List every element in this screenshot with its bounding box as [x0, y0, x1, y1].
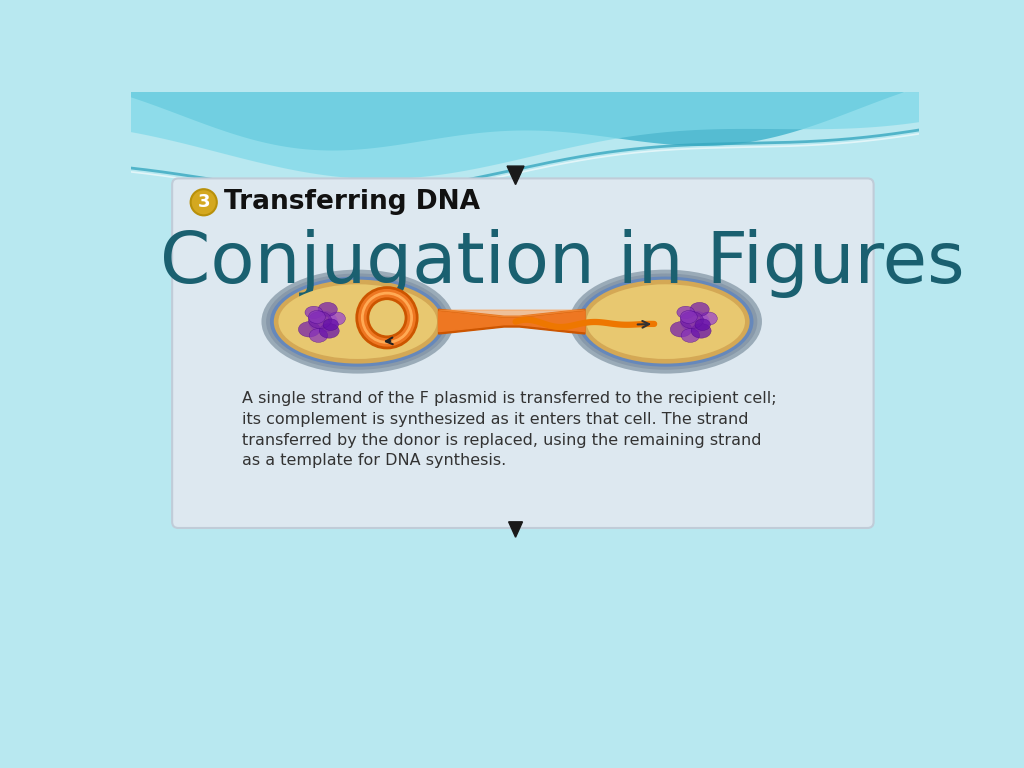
Text: A single strand of the F plasmid is transferred to the recipient cell;: A single strand of the F plasmid is tran… — [243, 391, 777, 406]
Polygon shape — [438, 312, 585, 332]
Ellipse shape — [318, 303, 337, 316]
Circle shape — [190, 189, 217, 215]
Ellipse shape — [261, 270, 454, 373]
Ellipse shape — [691, 323, 711, 338]
Ellipse shape — [308, 310, 326, 323]
Ellipse shape — [279, 284, 437, 359]
Ellipse shape — [681, 329, 699, 343]
Ellipse shape — [329, 312, 345, 325]
Text: Conjugation in Figures: Conjugation in Figures — [160, 229, 965, 298]
Polygon shape — [438, 310, 585, 334]
Ellipse shape — [319, 323, 339, 338]
Polygon shape — [507, 166, 524, 184]
Ellipse shape — [323, 319, 339, 330]
Ellipse shape — [695, 319, 711, 330]
Ellipse shape — [700, 312, 717, 325]
Text: its complement is synthesized as it enters that cell. The strand: its complement is synthesized as it ente… — [243, 412, 749, 427]
Ellipse shape — [677, 306, 694, 319]
Ellipse shape — [309, 329, 328, 343]
Ellipse shape — [305, 306, 323, 319]
Ellipse shape — [587, 284, 745, 359]
Ellipse shape — [574, 273, 758, 369]
Text: 3: 3 — [198, 194, 210, 211]
Ellipse shape — [270, 276, 445, 366]
Polygon shape — [509, 521, 522, 538]
Polygon shape — [131, 88, 920, 151]
Ellipse shape — [690, 303, 710, 316]
Ellipse shape — [266, 273, 450, 369]
Ellipse shape — [680, 311, 710, 333]
Ellipse shape — [582, 280, 750, 363]
Ellipse shape — [298, 322, 319, 337]
Text: transferred by the donor is replaced, using the remaining strand: transferred by the donor is replaced, us… — [243, 432, 762, 448]
Ellipse shape — [680, 312, 703, 329]
Text: Transferring DNA: Transferring DNA — [224, 189, 480, 215]
Ellipse shape — [671, 322, 692, 337]
FancyBboxPatch shape — [172, 178, 873, 528]
Ellipse shape — [569, 270, 762, 373]
Polygon shape — [438, 310, 585, 317]
Ellipse shape — [578, 276, 754, 366]
Ellipse shape — [308, 312, 332, 329]
Text: as a template for DNA synthesis.: as a template for DNA synthesis. — [243, 453, 507, 468]
Ellipse shape — [680, 310, 697, 323]
Ellipse shape — [308, 311, 338, 333]
Polygon shape — [131, 92, 920, 179]
Ellipse shape — [273, 280, 441, 363]
